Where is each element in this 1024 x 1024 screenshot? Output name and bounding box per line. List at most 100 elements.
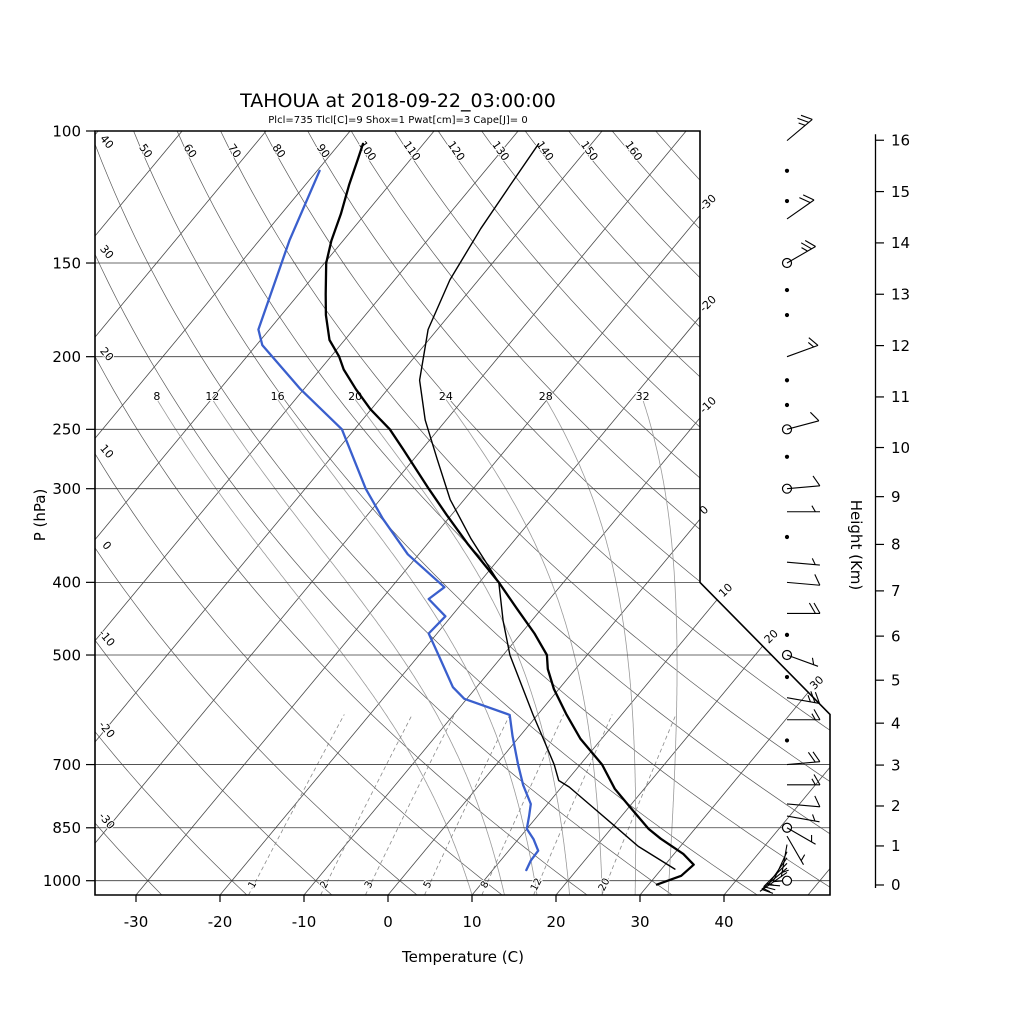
y-axis-title: P (hPa) [31, 489, 49, 542]
isotherm-right-label: 0 [697, 503, 711, 517]
barb-feather-half [781, 869, 789, 874]
wind-barb [761, 867, 788, 894]
wind-barb [784, 738, 790, 743]
barb-feather-half [811, 558, 816, 565]
dry-adiabat-left-label: 20 [97, 345, 116, 364]
dry-adiabat-line [95, 131, 588, 895]
moist-adiabat-line [445, 399, 603, 895]
wind-level-dot [784, 674, 790, 680]
temperature-tick-label: 20 [546, 913, 565, 931]
moist-adiabat-line [277, 399, 538, 895]
height-tick-label: 9 [891, 488, 901, 506]
wind-barb-staff [786, 485, 820, 490]
dry-adiabat-line [95, 131, 758, 895]
mixing-ratio-label: 20 [597, 877, 613, 893]
wind-barb-staff [786, 581, 820, 586]
pressure-tick-label: 300 [52, 480, 81, 498]
pressure-tick-label: 1000 [43, 872, 81, 890]
wind-barb-staff [786, 654, 819, 667]
mixing-ratio-line [424, 714, 511, 895]
wind-barb-staff [763, 862, 788, 888]
wind-level-dot [784, 534, 790, 540]
isotherm-line [95, 131, 99, 895]
barb-feather-full [813, 602, 821, 614]
barb-feather-full [800, 242, 812, 250]
moist-adiabat-label: 16 [271, 390, 285, 403]
moist-adiabat-line [642, 399, 678, 895]
barb-feather-full [810, 691, 816, 703]
wind-barb-staff [786, 835, 804, 865]
barb-feather-full [808, 602, 816, 614]
barb-feather-half [763, 888, 771, 893]
isotherm-line [95, 131, 351, 895]
pressure-tick-label: 850 [52, 819, 81, 837]
wind-barb [787, 774, 821, 786]
barb-feather-full [804, 240, 816, 247]
barb-feather-full [761, 888, 774, 894]
wind-barb [786, 835, 806, 865]
wind-barb-staff [786, 827, 816, 845]
barb-feather-full [814, 795, 821, 808]
height-tick-label: 8 [891, 536, 901, 554]
wind-barb [784, 674, 790, 680]
sounding-curves [257, 142, 695, 886]
wind-barb [781, 475, 821, 494]
dry-adiabat-line [95, 131, 418, 895]
dry-adiabat-line [95, 131, 163, 895]
barb-feather-full [813, 709, 821, 721]
wind-barb-staff [761, 867, 788, 890]
wind-barb [784, 312, 790, 318]
barb-feather-half [811, 713, 816, 721]
wind-level-dot [784, 632, 790, 637]
wind-barb [786, 558, 820, 566]
barb-feather-half [798, 122, 806, 126]
wind-barb [786, 795, 821, 808]
temperature-tick-label: 40 [714, 913, 733, 931]
wind-barb [784, 168, 790, 173]
wind-level-dot [784, 168, 790, 173]
mixing-ratio-line [320, 714, 413, 895]
barb-feather-half [807, 695, 811, 702]
isotherm-diagonal-label: 10 [716, 581, 735, 600]
dry-adiabat-top-label: 110 [400, 139, 423, 164]
mixing-ratio-line [533, 714, 613, 895]
dry-adiabat-line [220, 131, 830, 895]
wind-barb [786, 574, 821, 586]
temperature-tick-label: 10 [462, 913, 481, 931]
parcel-trace-curve [418, 143, 676, 870]
wind-barb [787, 709, 821, 721]
wind-barb-staff [786, 803, 820, 808]
barb-feather-full [797, 117, 809, 123]
dry-adiabat-top-label: 90 [314, 142, 333, 161]
barb-feather-full [812, 475, 821, 487]
isotherm-line [135, 131, 771, 895]
height-tick-label: 16 [891, 131, 910, 149]
dry-adiabat-top-label: 80 [269, 142, 288, 161]
barb-feather-full [814, 574, 821, 586]
wind-barb [781, 411, 820, 435]
isotherm-line [95, 131, 519, 895]
wind-barb [784, 632, 790, 637]
temperature-tick-label: -20 [208, 913, 233, 931]
wind-barb-staff [786, 344, 819, 358]
temperature-tick-label: 0 [383, 913, 393, 931]
wind-level-dot [784, 198, 790, 204]
isotherm-line [303, 131, 830, 895]
isotherm-line [471, 131, 830, 895]
x-axis-title: Temperature (C) [401, 948, 524, 966]
dry-adiabat-top-label: 120 [445, 139, 468, 164]
pressure-tick-label: 250 [52, 421, 81, 439]
moist-adiabat-label: 24 [439, 390, 453, 403]
temperature-tick-label: -30 [124, 913, 149, 931]
chart-title: TAHOUA at 2018-09-22_03:00:00 [239, 90, 556, 112]
height-tick-label: 5 [891, 671, 901, 689]
dry-adiabat-left-label: 10 [97, 442, 116, 461]
barb-feather-full [810, 411, 820, 422]
moist-adiabat-line [156, 399, 473, 895]
isotherm-line [639, 131, 830, 895]
barb-feather-full [799, 197, 811, 204]
moist-adiabat-line [354, 399, 570, 895]
wind-barb-staff [759, 872, 788, 892]
wind-barb-staff [786, 761, 820, 766]
